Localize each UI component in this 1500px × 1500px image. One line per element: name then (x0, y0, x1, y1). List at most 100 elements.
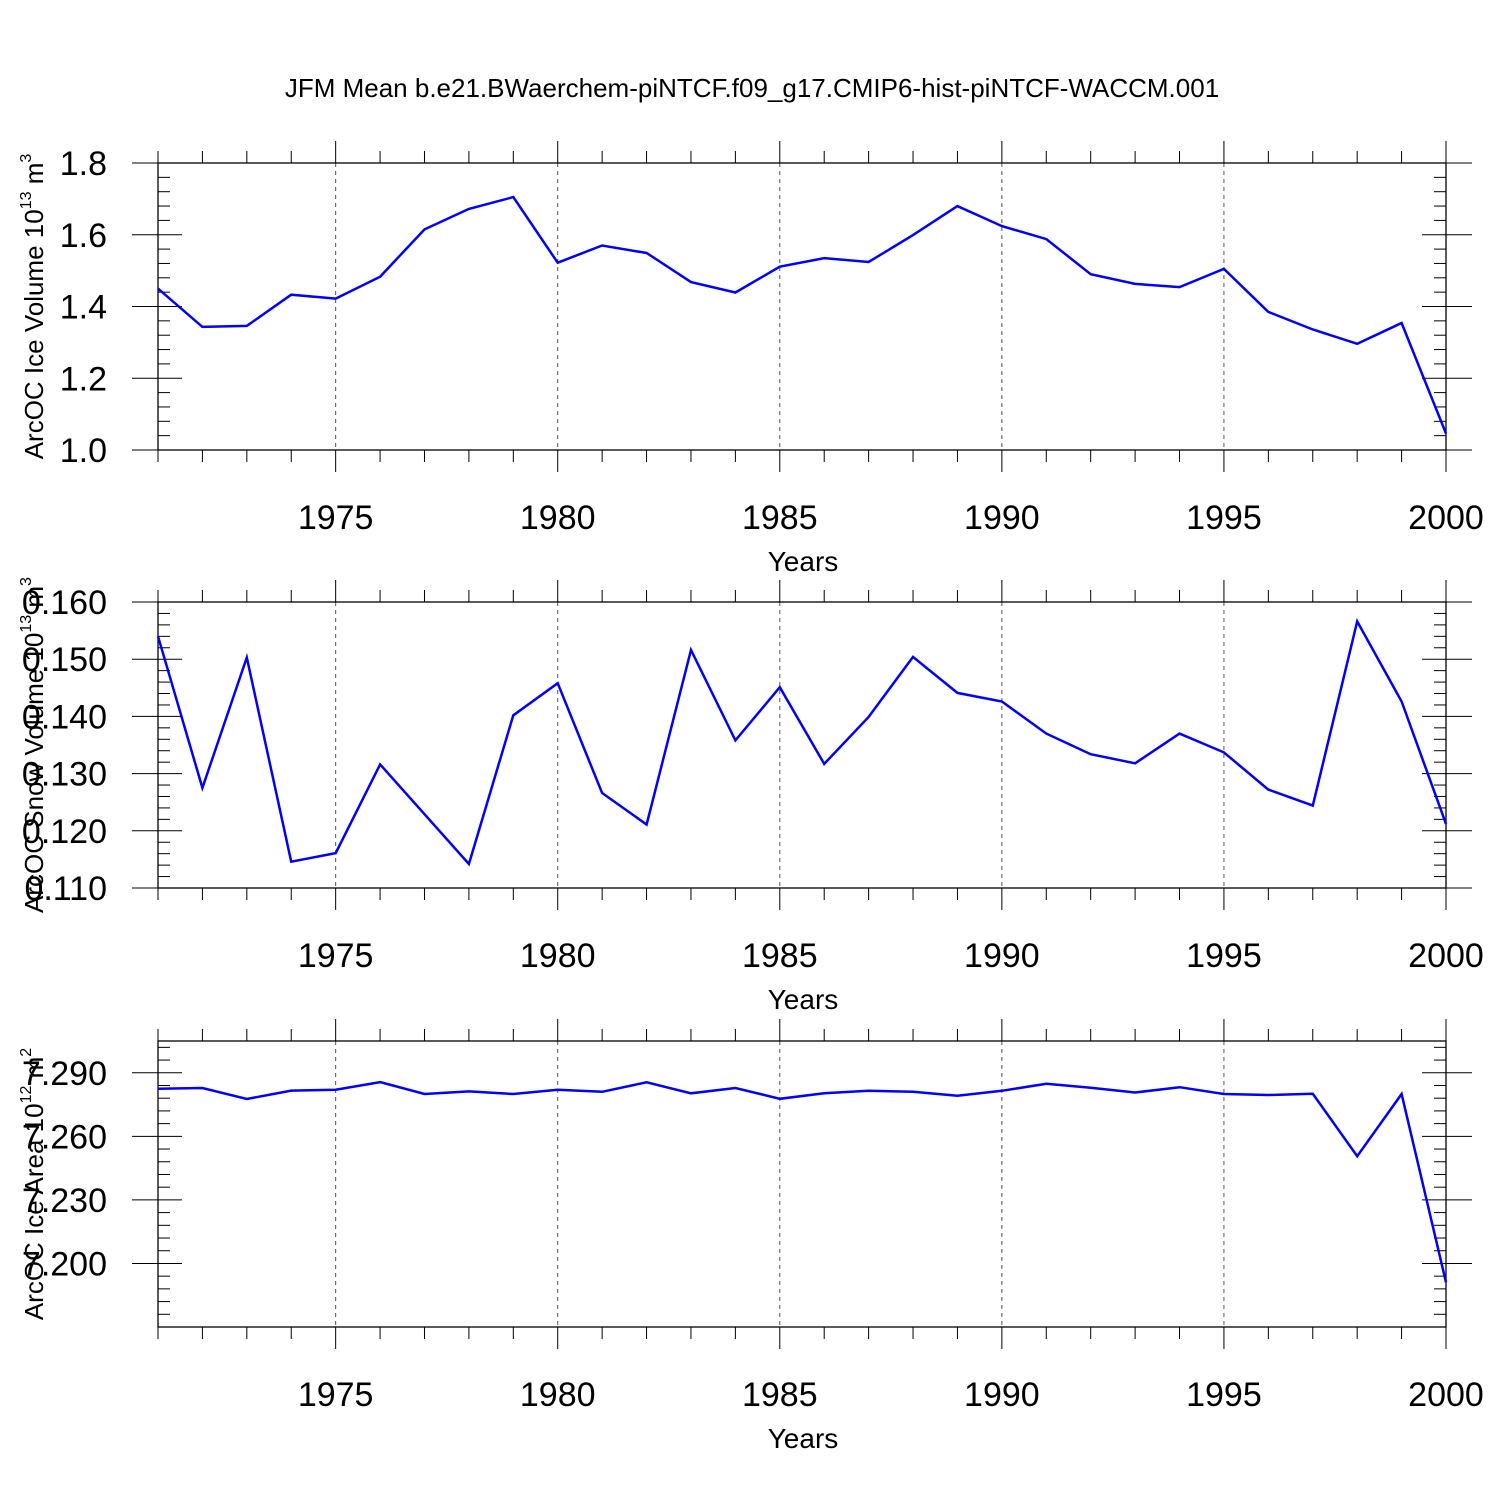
chart0-point-1972 (200, 325, 204, 329)
chart1-ytick-label-2: 0.130 (22, 756, 107, 794)
chart1-point-1992 (1089, 752, 1093, 756)
chart0-point-1996 (1266, 310, 1270, 314)
chart1-point-1982 (645, 823, 649, 827)
chart1-point-2000 (1444, 822, 1448, 826)
chart0-point-1987 (867, 260, 871, 264)
chart0-point-1981 (600, 244, 604, 248)
chart1-point-1976 (378, 762, 382, 766)
chart2-xtick-label-1: 1980 (520, 1376, 596, 1414)
chart0-xtick-label-0: 1975 (298, 499, 374, 537)
chart2-point-1986 (822, 1091, 826, 1095)
chart0-point-1985 (778, 265, 782, 269)
chart0-xlabel: Years (768, 546, 839, 577)
chart1-ytick-label-3: 0.140 (22, 698, 107, 736)
chart0-ylabel-text: ArcOC Ice Volume 10 (19, 209, 49, 459)
chart2-point-1979 (511, 1092, 515, 1096)
panel-ice-volume: 1.0 1.2 1.4 1.6 1.8 1975 1980 1985 1990 1995 2000 Y… (18, 141, 1484, 577)
chart2-xtick-label-2: 1985 (742, 1376, 818, 1414)
chart1-ylabel-units-exp: 3 (18, 577, 35, 586)
chart2-point-1978 (467, 1089, 471, 1093)
chart0-xtick-label-3: 1990 (964, 499, 1040, 537)
chart2-point-2000 (1444, 1280, 1448, 1284)
chart2-point-1985 (778, 1097, 782, 1101)
chart2-point-1973 (245, 1097, 249, 1101)
chart0-point-1974 (289, 293, 293, 297)
chart0-ytick-label-0: 1.0 (60, 432, 107, 470)
chart2-point-1991 (1044, 1082, 1048, 1086)
chart1-point-1977 (422, 812, 426, 816)
chart1-point-1981 (600, 791, 604, 795)
chart2-point-1974 (289, 1089, 293, 1093)
chart1-point-1986 (822, 762, 826, 766)
chart0-point-1986 (822, 256, 826, 260)
chart0-point-1973 (245, 324, 249, 328)
chart1-ytick-label-4: 0.150 (22, 641, 107, 679)
chart2-point-1999 (1400, 1092, 1404, 1096)
chart0-ylabel-units: m (19, 163, 49, 192)
chart2-point-1996 (1266, 1093, 1270, 1097)
chart1-point-1994 (1178, 732, 1182, 736)
chart0-point-1976 (378, 275, 382, 279)
chart1-point-1991 (1044, 732, 1048, 736)
chart1-point-1971 (156, 634, 160, 638)
chart0-point-2000 (1444, 431, 1448, 435)
chart1-point-1983 (689, 648, 693, 652)
chart1-xtick-label-1: 1980 (520, 937, 596, 975)
chart1-point-1979 (511, 713, 515, 717)
chart1-point-1972 (200, 786, 204, 790)
chart2-xtick-label-5: 2000 (1408, 1376, 1484, 1414)
chart0-point-1993 (1133, 282, 1137, 286)
chart0-ytick-label-1: 1.2 (60, 360, 107, 398)
chart0-point-1971 (156, 287, 160, 291)
chart0-ylabel-exp: 13 (18, 191, 35, 209)
chart2-frame (157, 1040, 1447, 1328)
chart0-xtick-label-1: 1980 (520, 499, 596, 537)
chart1-point-1998 (1355, 619, 1359, 623)
chart2-ytick-label-0: 7.200 (22, 1245, 107, 1283)
chart2-point-1997 (1311, 1092, 1315, 1096)
chart1-xtick-label-4: 1995 (1186, 937, 1262, 975)
chart0-point-1989 (955, 204, 959, 208)
chart0-ytick-label-4: 1.8 (60, 145, 107, 183)
chart1-ytick-label-1: 0.120 (22, 813, 107, 851)
chart0-point-1979 (511, 195, 515, 199)
chart0-ylabel-units-exp: 3 (18, 154, 35, 163)
chart1-ylabel: ArcOC Snow Volume 1013 m3 (18, 577, 49, 913)
chart2-series-line (157, 1080, 1448, 1283)
chart2-ytick-label-1: 7.230 (22, 1182, 107, 1220)
chart1-ylabel-exp: 13 (18, 615, 35, 633)
chart2-point-1975 (334, 1088, 338, 1092)
chart1-point-1984 (733, 738, 737, 742)
chart1-point-1989 (955, 691, 959, 695)
chart2-point-1981 (600, 1090, 604, 1094)
chart2-point-1976 (378, 1080, 382, 1084)
chart0-xtick-label-5: 2000 (1408, 499, 1484, 537)
chart0-point-1978 (467, 207, 471, 211)
chart0-point-1998 (1355, 342, 1359, 346)
chart0-point-1990 (1000, 224, 1004, 228)
chart0-point-1994 (1178, 285, 1182, 289)
chart0-point-1983 (689, 280, 693, 284)
chart2-point-1983 (689, 1091, 693, 1095)
chart1-point-1990 (1000, 700, 1004, 704)
chart2-xtick-label-0: 1975 (298, 1376, 374, 1414)
chart0-point-1988 (911, 233, 915, 237)
chart1-xtick-label-0: 1975 (298, 937, 374, 975)
chart1-point-1995 (1222, 750, 1226, 754)
chart0-point-1991 (1044, 237, 1048, 241)
chart2-ytick-label-2: 7.260 (22, 1118, 107, 1156)
chart0-point-1995 (1222, 267, 1226, 271)
chart2-point-1989 (955, 1094, 959, 1098)
chart1-xtick-label-5: 2000 (1408, 937, 1484, 975)
chart2-ylabel-units-exp: 2 (18, 1048, 35, 1057)
chart2-point-1995 (1222, 1092, 1226, 1096)
chart1-point-1980 (556, 681, 560, 685)
chart0-point-1997 (1311, 327, 1315, 331)
chart2-point-1972 (200, 1086, 204, 1090)
chart2-ylabel-exp: 12 (18, 1086, 35, 1104)
chart0-point-1980 (556, 261, 560, 265)
chart0-point-1992 (1089, 272, 1093, 276)
chart2-point-1987 (867, 1089, 871, 1093)
chart1-point-1978 (467, 862, 471, 866)
